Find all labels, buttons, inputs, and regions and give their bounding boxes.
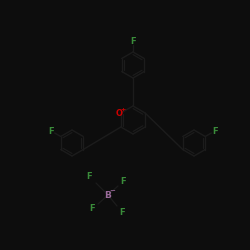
Text: O: O — [116, 108, 122, 118]
Text: −: − — [109, 188, 115, 194]
Text: F: F — [121, 176, 126, 186]
Text: F: F — [130, 38, 136, 46]
Text: F: F — [86, 172, 92, 181]
Text: F: F — [48, 126, 54, 136]
Text: F: F — [212, 126, 218, 136]
Text: F: F — [119, 208, 125, 216]
Text: F: F — [90, 204, 95, 214]
Text: +: + — [121, 107, 126, 112]
Text: B: B — [104, 190, 112, 200]
